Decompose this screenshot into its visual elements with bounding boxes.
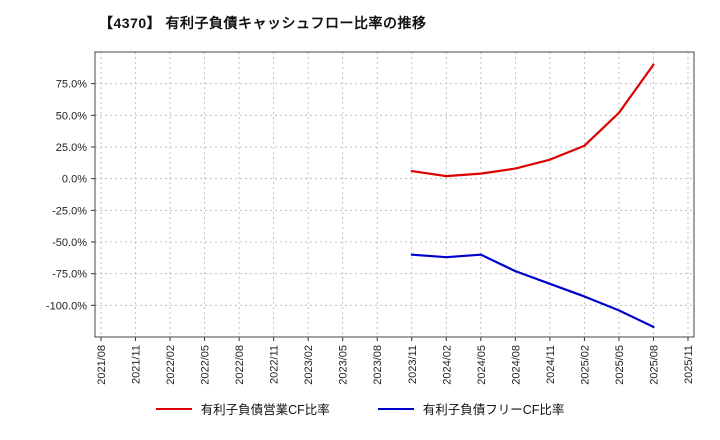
x-tick-label: 2024/02 — [441, 345, 453, 385]
x-tick-label: 2023/05 — [338, 345, 350, 385]
legend: 有利子負債営業CF比率 有利子負債フリーCF比率 — [0, 399, 720, 418]
x-tick-label: 2023/08 — [372, 345, 384, 385]
y-tick-label: 50.0% — [56, 110, 87, 122]
x-tick-label: 2025/11 — [683, 345, 695, 384]
chart-title: 【4370】 有利子負債キャッシュフロー比率の推移 — [99, 15, 427, 31]
x-tick-label: 2022/02 — [165, 345, 177, 385]
legend-line-free-cf — [377, 407, 414, 410]
y-tick-label: 75.0% — [56, 79, 87, 91]
y-tick-label: 0.0% — [62, 174, 87, 186]
legend-label-operating-cf: 有利子負債営業CF比率 — [200, 403, 330, 417]
legend-label-free-cf: 有利子負債フリーCF比率 — [422, 403, 565, 417]
y-tick-label: -25.0% — [52, 205, 87, 217]
x-tick-label: 2022/11 — [269, 345, 281, 384]
x-tick-label: 2021/11 — [131, 345, 143, 384]
x-tick-label: 2024/11 — [545, 345, 557, 384]
x-tick-label: 2025/05 — [614, 345, 626, 385]
plot-frame — [94, 51, 695, 338]
series-line-1 — [410, 253, 655, 328]
x-tick-label: 2022/08 — [234, 345, 246, 385]
y-tick-label: 25.0% — [56, 142, 87, 154]
legend-item-free-cf: 有利子負債フリーCF比率 — [377, 399, 565, 418]
x-tick-label: 2024/08 — [510, 345, 522, 385]
y-tick-label: -100.0% — [46, 300, 87, 312]
chart: 2021/08 2021/11 2022/02 2022/05 2022/08 2022/… — [46, 51, 695, 385]
x-tick-label: 2022/05 — [200, 345, 212, 385]
legend-item-operating-cf: 有利子負債営業CF比率 — [155, 399, 330, 418]
x-tick-label: 2025/02 — [579, 345, 591, 385]
legend-line-operating-cf — [155, 407, 192, 410]
x-tick-label: 2023/02 — [303, 345, 315, 385]
x-tick-label: 2023/11 — [407, 345, 419, 384]
y-tick-label: -50.0% — [52, 237, 87, 249]
x-tick-label: 2025/08 — [648, 345, 660, 385]
y-tick-label: -75.0% — [52, 269, 87, 281]
x-tick-label: 2021/08 — [96, 345, 108, 385]
x-tick-label: 2024/05 — [476, 345, 488, 385]
series-line-0 — [410, 63, 655, 178]
